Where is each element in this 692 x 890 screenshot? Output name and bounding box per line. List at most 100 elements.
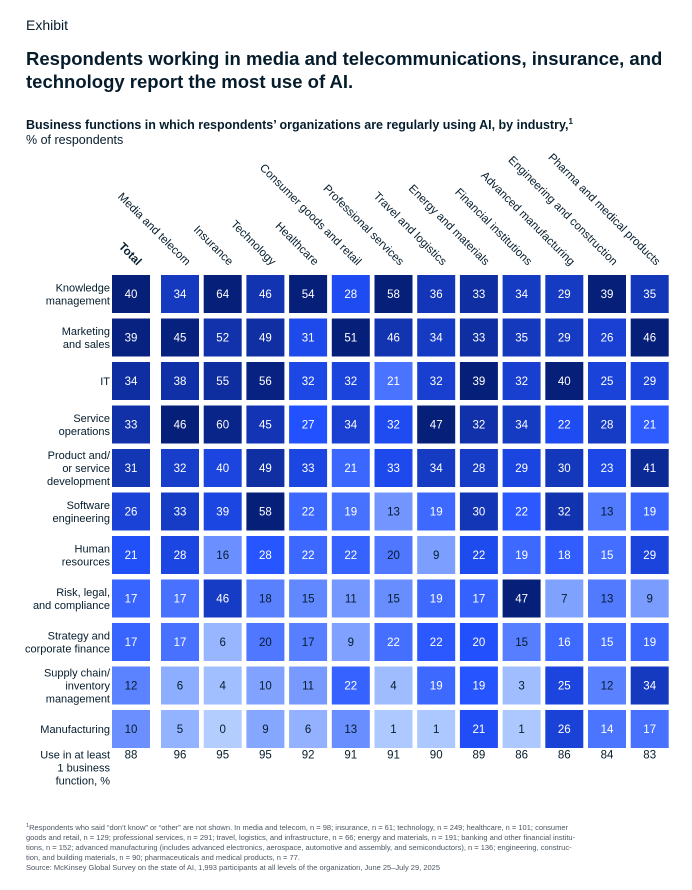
footnote: tion, and building materials, n = 90; ph… [26,853,300,862]
cell-value: 30 [558,463,571,475]
summary-value: 96 [174,750,187,762]
heat-cell [459,449,498,487]
subtitle: Business functions in which respondents’… [26,117,573,132]
cell-value: 11 [345,594,357,606]
cell-value: 22 [515,507,528,519]
row-label: Software [67,500,110,512]
cell-value: 9 [646,594,652,606]
heat-cell [374,318,413,357]
cell-value: 32 [473,420,486,432]
heat-cell [417,710,456,748]
summary-value: 95 [259,750,272,762]
heat-cell [417,405,456,444]
heat-cell [588,449,626,487]
heat-cell [374,362,413,400]
row-label: IT [100,376,110,388]
heat-cell [203,449,242,487]
unit: % of respondents [26,133,123,147]
cell-value: 22 [344,550,357,562]
heat-cell [502,710,541,748]
cell-value: 46 [216,594,229,606]
heat-cell [374,275,413,313]
header: Exhibit [26,17,68,33]
footnote-text: Respondents who said “don’t know” or “ot… [29,823,568,832]
footnote-marker: 1 [26,823,29,829]
cell-value: 15 [601,550,614,562]
cell-value: 46 [643,333,656,345]
cell-value: 12 [125,681,138,693]
heat-cell [545,449,584,487]
row-label: Manufacturing [40,724,110,736]
heat-cell [588,666,626,705]
cell-value: 15 [515,637,528,649]
row-label: operations [59,426,111,438]
cell-value: 16 [558,637,571,649]
summary-value: 89 [473,750,486,762]
cell-value: 32 [430,376,443,388]
cell-value: 45 [174,333,187,345]
cell-value: 9 [262,724,268,736]
cell-value: 39 [473,376,486,388]
cell-value: 34 [174,289,187,301]
cell-value: 36 [430,289,443,301]
heat-cell [502,579,541,618]
summary-label: function, % [56,776,111,788]
cell-value: 58 [259,507,272,519]
heat-cell [203,710,242,748]
cell-value: 9 [433,550,439,562]
cell-value: 25 [558,681,571,693]
cell-value: 19 [430,507,443,519]
cell-value: 18 [259,594,272,606]
heat-cell [459,275,498,313]
heat-cell [545,666,584,705]
heat-cell [203,405,242,444]
cell-value: 33 [302,463,315,475]
heat-cell [203,275,242,313]
row-label: Risk, legal, [56,587,110,599]
heat-cell [331,275,370,313]
cell-value: 32 [174,463,187,475]
heat-cell [459,536,498,574]
heat-cell [331,405,370,444]
column-label: Technology [228,218,278,268]
heat-cell [374,449,413,487]
heat-cell [161,536,199,574]
summary-value: 91 [387,750,400,762]
cell-value: 22 [430,637,443,649]
heat-cell [417,362,456,400]
cell-value: 20 [473,637,486,649]
heat-cell [289,318,328,357]
cell-value: 33 [473,289,486,301]
cell-value: 51 [344,333,357,345]
heat-cell [112,318,150,357]
cell-value: 32 [344,376,357,388]
heat-cell [502,405,541,444]
cell-value: 4 [219,681,226,693]
heat-cell [161,362,199,400]
cell-value: 35 [643,289,656,301]
cell-value: 31 [125,463,138,475]
heat-cell [203,579,242,618]
cell-value: 17 [643,724,656,736]
cell-value: 45 [259,420,272,432]
cell-value: 28 [259,550,272,562]
cell-value: 19 [643,637,656,649]
heat-cell [459,623,498,661]
cell-value: 21 [125,550,138,562]
cell-value: 21 [473,724,486,736]
row-label: development [47,476,110,488]
heat-cell [630,449,669,487]
cell-value: 19 [473,681,486,693]
heat-cell [630,275,669,313]
cell-value: 6 [305,724,311,736]
heat-cell [459,492,498,531]
heat-cell [161,492,199,531]
heat-cell [630,318,669,357]
heat-cell [331,536,370,574]
heat-cell [112,492,150,531]
cell-value: 1 [433,724,439,736]
cell-value: 10 [125,724,138,736]
cell-value: 13 [601,507,614,519]
heat-cell [246,275,285,313]
